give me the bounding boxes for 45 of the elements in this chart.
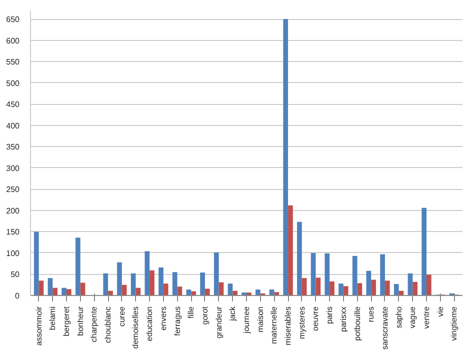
x-tick-label: choublanc [104,306,113,343]
y-tick-label: 100 [6,248,20,258]
x-tick-label: miserables [284,306,293,346]
x-tick-label: education [145,306,154,342]
y-tick-label: 450 [6,100,20,110]
x-tick-label: belami [48,306,58,330]
x-tick-label: sanscravate [380,306,390,350]
x-tick-label: vingtieme [450,306,459,341]
y-tick-label: 650 [6,15,20,24]
x-tick-label: maternelle [270,306,279,344]
x-tick-label: mysteres [297,306,306,339]
x-tick-label: vie [436,306,445,317]
x-tick-label: vague [408,306,418,328]
x-tick-label: envers [158,306,168,331]
y-tick-label: 550 [6,58,20,67]
y-tick-label: 400 [6,121,20,130]
y-tick-label: 150 [6,228,20,237]
x-tick-label: potbouille [352,306,362,341]
x-tick-label: rues [366,306,376,322]
x-tick-label: charpente [90,306,99,342]
x-tick-label: maison [256,306,265,332]
y-tick-label: 250 [6,185,20,194]
x-tick-label: sapho [394,306,404,328]
x-tick-label: jack [228,306,238,322]
y-tick-label: 300 [6,164,20,173]
x-tick-label: demoiselles [131,306,140,349]
x-tick-label: parisxx [338,306,348,332]
x-tick-label: bonheur [76,306,85,336]
x-tick-label: grandeur [214,306,224,339]
x-tick-label: curee [117,306,126,327]
x-tick-label: bergeret [62,306,71,336]
x-tick-label: assommoir [34,306,44,346]
x-tick-label: ferragus [172,306,182,336]
y-tick-label: 0 [15,292,20,300]
x-tick-label: gorot [200,306,210,325]
x-tick-label: paris [325,306,334,324]
y-tick-label: 350 [6,142,20,152]
x-tick-label: oeuvre [311,306,320,331]
y-tick-label: 500 [6,78,20,88]
y-tick-label: 200 [6,206,20,216]
x-tick-label: fille [186,306,196,319]
x-tick-label: ventre [422,306,431,329]
y-tick-label: 50 [10,270,20,280]
x-tick-label: journee [242,306,251,334]
y-tick-label: 600 [6,36,20,46]
